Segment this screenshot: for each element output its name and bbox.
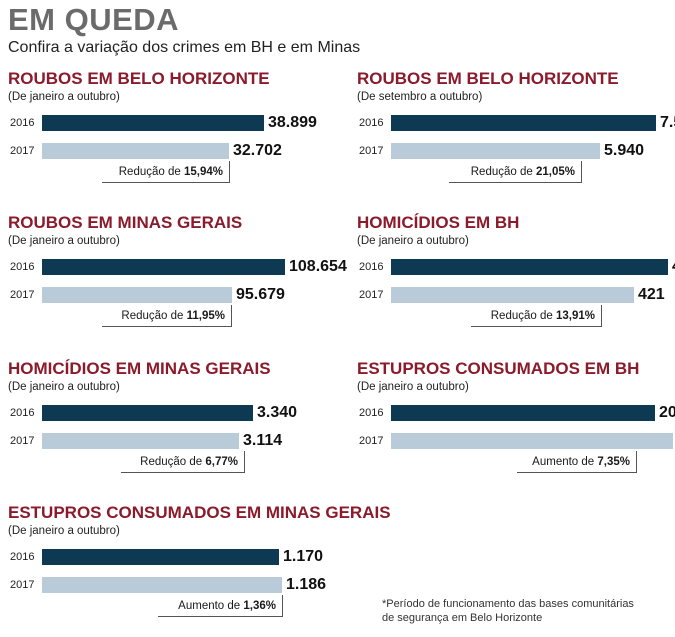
chart-title: ESTUPROS CONSUMADOS EM BH xyxy=(357,359,640,378)
chart-panel: ROUBOS EM BELO HORIZONTE (De janeiro a ou… xyxy=(8,69,328,199)
bar-2017 xyxy=(391,433,673,449)
bar-2017 xyxy=(391,287,634,303)
change-prefix: Redução de xyxy=(490,310,553,322)
chart-period: (De janeiro a outubro) xyxy=(8,381,120,393)
change-value: 1,36% xyxy=(243,600,276,612)
data-label: 32.702 xyxy=(233,142,282,159)
change-box: Redução de 6,77% xyxy=(121,451,245,473)
chart-period: (De janeiro a outubro) xyxy=(357,235,469,247)
bar-2016 xyxy=(42,115,264,131)
year-label: 2017 xyxy=(10,579,35,591)
year-label: 2016 xyxy=(359,261,384,273)
page-subtitle: Confira a variação dos crimes em BH e em… xyxy=(8,39,361,56)
chart-panel: ESTUPROS CONSUMADOS EM BH (De janeiro a o… xyxy=(357,359,675,489)
year-label: 2016 xyxy=(359,117,384,129)
change-box: Redução de 11,95% xyxy=(102,305,232,327)
data-label: 204 xyxy=(659,404,675,421)
bar-2016 xyxy=(391,115,656,131)
bar-2017 xyxy=(42,577,282,593)
year-label: 2016 xyxy=(359,407,384,419)
data-label: 3.340 xyxy=(257,404,298,421)
page-title: EM QUEDA xyxy=(8,2,180,37)
year-label: 2017 xyxy=(10,145,35,157)
footnote-line-1: *Período de funcionamento das bases comu… xyxy=(382,598,634,610)
change-value: 7,35% xyxy=(597,456,630,468)
change-box: Redução de 15,94% xyxy=(102,161,230,183)
chart-period: (De janeiro a outubro) xyxy=(8,91,120,103)
year-label: 2017 xyxy=(10,435,35,447)
change-prefix: Redução de xyxy=(121,310,184,322)
change-value: 6,77% xyxy=(205,456,238,468)
year-label: 2017 xyxy=(359,289,384,301)
bar-2016 xyxy=(391,259,668,275)
year-label: 2016 xyxy=(10,551,35,563)
chart-panel: ROUBOS EM MINAS GERAIS (De janeiro a outu… xyxy=(8,213,347,343)
data-label: 1.170 xyxy=(283,548,324,565)
change-box: Aumento de 1,36% xyxy=(158,595,283,617)
chart-period: (De setembro a outubro) xyxy=(357,91,483,103)
change-prefix: Aumento de xyxy=(532,456,595,468)
data-label: 5.940 xyxy=(604,142,645,159)
data-label: 489 xyxy=(672,258,675,276)
change-box: Redução de 13,91% xyxy=(471,305,602,327)
year-label: 2016 xyxy=(10,117,35,129)
data-label: 1.186 xyxy=(286,576,327,593)
chart-panel: HOMICÍDIOS EM BH (De janeiro a outubro) 20… xyxy=(357,213,675,343)
change-value: 11,95% xyxy=(186,310,225,322)
change-prefix: Aumento de xyxy=(178,600,241,612)
change-prefix: Redução de xyxy=(470,166,533,178)
bar-2016 xyxy=(42,405,253,421)
year-label: 2016 xyxy=(10,407,35,419)
bar-2016 xyxy=(42,259,285,275)
chart-title: HOMICÍDIOS EM BH xyxy=(357,213,520,232)
bar-2017 xyxy=(42,433,239,449)
change-box: Aumento de 7,35% xyxy=(517,451,637,473)
bar-2016 xyxy=(42,549,279,565)
footnote: *Período de funcionamento das bases comu… xyxy=(382,597,662,625)
change-box: Redução de 21,05% xyxy=(449,161,582,183)
year-label: 2017 xyxy=(10,289,35,301)
chart-title: ROUBOS EM BELO HORIZONTE xyxy=(8,69,270,88)
bar-2016 xyxy=(391,405,655,421)
data-label: 108.654 xyxy=(289,258,347,275)
data-label: 95.679 xyxy=(236,286,285,303)
change-value: 21,05% xyxy=(535,166,575,178)
chart-period: (De janeiro a outubro) xyxy=(357,381,469,393)
bar-2017 xyxy=(42,143,229,159)
data-label: 421 xyxy=(638,286,665,303)
data-label: 38.899 xyxy=(268,114,317,131)
year-label: 2016 xyxy=(10,261,35,273)
change-value: 15,94% xyxy=(183,166,223,178)
chart-title: ESTUPROS CONSUMADOS EM MINAS GERAIS xyxy=(8,503,391,522)
chart-title: HOMICÍDIOS EM MINAS GERAIS xyxy=(8,359,271,378)
change-prefix: Redução de xyxy=(140,456,203,468)
year-label: 2017 xyxy=(359,145,384,157)
footnote-line-2: de segurança em Belo Horizonte xyxy=(382,612,543,624)
bar-2017 xyxy=(391,143,600,159)
chart-title: ROUBOS EM MINAS GERAIS xyxy=(8,213,243,232)
change-prefix: Redução de xyxy=(118,166,181,178)
chart-period: (De janeiro a outubro) xyxy=(8,235,120,247)
bar-2017 xyxy=(42,287,232,303)
chart-title: ROUBOS EM BELO HORIZONTE xyxy=(357,69,619,88)
data-label: 3.114 xyxy=(243,432,283,449)
chart-panel: ROUBOS EM BELO HORIZONTE (De setembro a o… xyxy=(357,69,675,199)
change-value: 13,91% xyxy=(555,310,595,322)
year-label: 2017 xyxy=(359,435,384,447)
chart-period: (De janeiro a outubro) xyxy=(8,525,120,537)
data-label: 7.523 xyxy=(660,114,675,131)
chart-panel: HOMICÍDIOS EM MINAS GERAIS (De janeiro a … xyxy=(8,359,328,489)
chart-panel: ESTUPROS CONSUMADOS EM MINAS GERAIS (De j… xyxy=(8,503,391,633)
